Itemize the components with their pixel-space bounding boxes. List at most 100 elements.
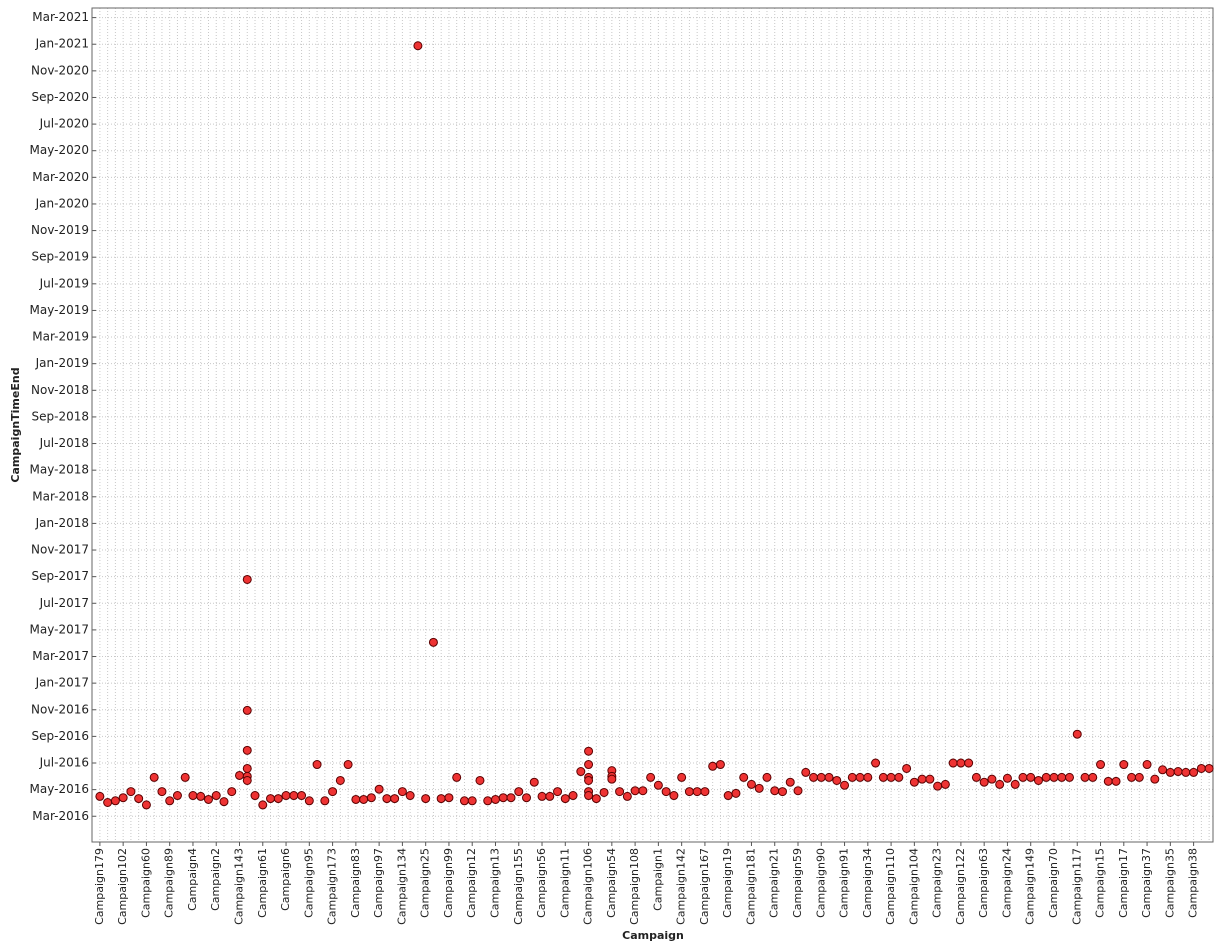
x-axis-label: Campaign xyxy=(622,929,684,942)
point xyxy=(165,796,175,806)
point xyxy=(646,772,656,782)
point xyxy=(653,780,663,790)
x-tick-label: Campaign149 xyxy=(1024,848,1037,925)
point xyxy=(824,772,834,782)
y-tick-label: Mar-2017 xyxy=(32,649,89,663)
point xyxy=(1150,774,1160,784)
point xyxy=(1033,775,1043,785)
point xyxy=(723,791,733,801)
y-tick-label: Jul-2017 xyxy=(39,596,89,610)
x-tick-label: Campaign173 xyxy=(326,848,339,925)
point xyxy=(1134,772,1144,782)
point xyxy=(801,767,811,777)
x-tick-label: Campaign102 xyxy=(116,848,129,925)
x-tick-label: Campaign24 xyxy=(1000,848,1013,918)
point xyxy=(149,772,159,782)
point xyxy=(1018,772,1028,782)
point xyxy=(878,772,888,782)
x-tick-label: Campaign2 xyxy=(209,848,222,911)
point xyxy=(1127,772,1137,782)
x-tick-label: Campaign37 xyxy=(1140,848,1153,918)
point xyxy=(607,774,617,784)
point xyxy=(304,796,314,806)
y-tick-label: Mar-2019 xyxy=(32,330,89,344)
point xyxy=(669,791,679,801)
x-tick-label: Campaign90 xyxy=(814,848,827,918)
point xyxy=(1010,779,1020,789)
point xyxy=(785,777,795,787)
point xyxy=(141,800,151,810)
y-tick-label: Nov-2020 xyxy=(31,63,89,77)
point xyxy=(731,788,741,798)
point xyxy=(584,746,594,756)
y-tick-label: Mar-2021 xyxy=(32,10,89,24)
y-tick-label: May-2016 xyxy=(30,782,89,796)
point xyxy=(700,787,710,797)
point xyxy=(948,758,958,768)
point xyxy=(529,777,539,787)
point xyxy=(615,787,625,797)
y-tick-label: Nov-2016 xyxy=(31,702,89,716)
point xyxy=(514,787,524,797)
point xyxy=(227,787,237,797)
point xyxy=(351,794,361,804)
x-tick-label: Campaign89 xyxy=(163,848,176,918)
y-tick-label: Sep-2020 xyxy=(32,90,90,104)
point xyxy=(1096,760,1106,770)
point xyxy=(894,772,904,782)
x-tick-label: Campaign25 xyxy=(419,848,432,918)
point xyxy=(1158,765,1168,775)
point xyxy=(933,781,943,791)
point xyxy=(715,760,725,770)
x-tick-label: Campaign104 xyxy=(907,848,920,925)
point xyxy=(359,794,369,804)
point xyxy=(506,793,516,803)
point xyxy=(452,772,462,782)
point xyxy=(847,772,857,782)
point xyxy=(1088,772,1098,782)
plot-frame xyxy=(91,7,1214,843)
point xyxy=(235,770,245,780)
point xyxy=(902,763,912,773)
point xyxy=(832,775,842,785)
point xyxy=(390,794,400,804)
point xyxy=(95,791,105,801)
point xyxy=(188,791,198,801)
point xyxy=(584,775,594,785)
point xyxy=(599,787,609,797)
point xyxy=(925,774,935,784)
x-tick-label: Campaign11 xyxy=(558,848,571,918)
y-tick-label: Nov-2019 xyxy=(31,223,89,237)
point xyxy=(242,705,252,715)
point xyxy=(157,787,167,797)
point xyxy=(366,793,376,803)
point xyxy=(871,758,881,768)
point xyxy=(816,772,826,782)
point xyxy=(553,787,563,797)
point xyxy=(987,774,997,784)
point xyxy=(1165,767,1175,777)
y-tick-label: Sep-2019 xyxy=(32,250,90,264)
x-tick-label: Campaign83 xyxy=(349,848,362,918)
point xyxy=(545,791,555,801)
point xyxy=(684,787,694,797)
x-tick-label: Campaign181 xyxy=(744,848,757,925)
point xyxy=(622,791,632,801)
point xyxy=(428,637,438,647)
x-tick-label: Campaign23 xyxy=(931,848,944,918)
x-tick-label: Campaign97 xyxy=(372,848,385,918)
point xyxy=(413,41,423,51)
x-tick-label: Campaign13 xyxy=(488,848,501,918)
point xyxy=(242,775,252,785)
point xyxy=(459,796,469,806)
point xyxy=(576,767,586,777)
point xyxy=(382,794,392,804)
point xyxy=(1064,772,1074,782)
x-tick-label: Campaign122 xyxy=(954,848,967,925)
point xyxy=(886,772,896,782)
y-tick-label: Mar-2020 xyxy=(32,170,89,184)
y-tick-label: Jan-2021 xyxy=(35,37,89,51)
point xyxy=(467,796,477,806)
y-tick-label: Jan-2019 xyxy=(35,356,89,370)
point xyxy=(964,758,974,768)
